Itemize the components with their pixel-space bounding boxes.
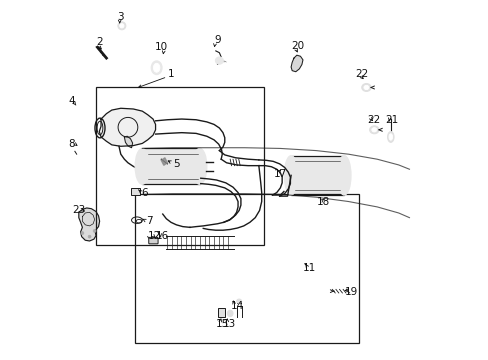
Text: 13: 13 [223, 319, 236, 329]
Text: 8: 8 [68, 139, 75, 149]
FancyBboxPatch shape [131, 188, 140, 195]
Text: 5: 5 [173, 159, 179, 169]
Ellipse shape [153, 63, 160, 72]
Text: 1: 1 [167, 69, 174, 79]
Text: 7: 7 [146, 216, 152, 226]
Text: 20: 20 [290, 41, 304, 50]
Text: 4: 4 [68, 96, 75, 106]
Polygon shape [161, 158, 167, 165]
Text: 3: 3 [117, 12, 124, 22]
Polygon shape [290, 55, 303, 72]
Ellipse shape [227, 310, 233, 317]
Ellipse shape [93, 229, 96, 232]
Ellipse shape [192, 148, 206, 184]
Ellipse shape [135, 148, 149, 184]
Ellipse shape [215, 57, 223, 64]
Polygon shape [99, 108, 155, 146]
Text: 21: 21 [385, 115, 398, 125]
Text: 19: 19 [344, 287, 357, 297]
Polygon shape [124, 136, 132, 148]
Ellipse shape [387, 132, 393, 142]
Text: 2: 2 [96, 37, 102, 47]
Ellipse shape [371, 128, 376, 132]
Text: 12: 12 [147, 231, 161, 240]
Ellipse shape [369, 126, 378, 134]
Text: 6: 6 [141, 188, 147, 198]
Text: 10: 10 [154, 42, 167, 52]
Ellipse shape [120, 24, 124, 28]
Ellipse shape [236, 299, 241, 303]
Ellipse shape [151, 61, 162, 75]
Text: 22: 22 [355, 69, 368, 79]
Ellipse shape [337, 156, 350, 195]
Ellipse shape [284, 156, 297, 195]
Ellipse shape [388, 134, 392, 140]
Text: 15: 15 [215, 319, 228, 329]
Polygon shape [79, 208, 100, 241]
FancyBboxPatch shape [290, 156, 344, 195]
FancyBboxPatch shape [148, 237, 158, 244]
Ellipse shape [118, 22, 125, 30]
Text: 18: 18 [316, 197, 329, 207]
Text: 17: 17 [273, 168, 286, 179]
Text: 23: 23 [72, 206, 85, 216]
FancyBboxPatch shape [218, 308, 224, 318]
FancyBboxPatch shape [142, 148, 199, 184]
Text: 22: 22 [366, 115, 380, 125]
Ellipse shape [88, 235, 91, 238]
Ellipse shape [361, 84, 370, 91]
Text: 16: 16 [156, 231, 169, 240]
Text: 11: 11 [302, 263, 315, 273]
Ellipse shape [81, 231, 83, 234]
Text: 9: 9 [214, 35, 221, 45]
Ellipse shape [363, 85, 368, 90]
Text: 14: 14 [230, 301, 244, 311]
